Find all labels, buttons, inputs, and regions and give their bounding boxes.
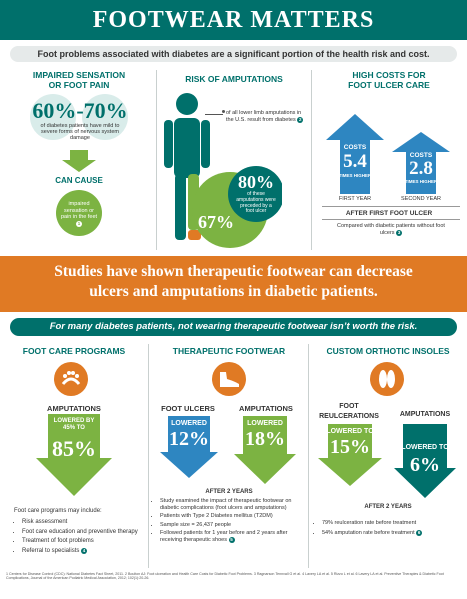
- programs-value: 85%: [52, 436, 96, 461]
- reulcer-value: 15%: [330, 436, 370, 458]
- after-first-ulcer-label: AFTER FIRST FOOT ULCER: [345, 210, 433, 217]
- amputations-value: 18%: [245, 428, 285, 450]
- page-title: FOOTWEAR MATTERS: [0, 0, 467, 40]
- programs-heading: FOOT CARE PROGRAMS: [22, 346, 126, 356]
- divider: [322, 219, 460, 220]
- orange-banner-text: Studies have shown therapeutic footwear …: [54, 263, 413, 300]
- programs-amputations-label: AMPUTATIONS: [47, 404, 101, 413]
- can-cause-label: CAN CAUSE: [55, 176, 103, 185]
- pie-big-value: 80%: [238, 172, 274, 192]
- footwear-heading: THERAPEUTIC FOOTWEAR: [172, 346, 286, 356]
- reulcer-down-arrow: LOWERED TO 15%: [318, 424, 382, 486]
- footwear-after-label: AFTER 2 YEARS: [205, 489, 253, 495]
- cost-arrow-first-year: COSTS 5.4 TIMES HIGHER: [326, 114, 384, 194]
- programs-intro: Foot care programs may include:: [14, 508, 102, 514]
- insoles-amputation-down-arrow: LOWERED TO 6%: [394, 424, 456, 498]
- insoles-amputations-value: 6%: [410, 454, 440, 476]
- shoe-icon: [212, 362, 246, 396]
- insoles-after-label: AFTER 2 YEARS: [364, 504, 412, 510]
- pct-low: 60%: [32, 98, 77, 123]
- ulcers-value: 12%: [169, 428, 209, 450]
- col2-heading: RISK OF AMPUTATIONS: [185, 74, 283, 84]
- stat-circle-group: 60%-70% of diabetes patients have mild t…: [30, 94, 130, 141]
- amputation-pie-chart: 67% 80% of these amputations were preced…: [190, 160, 284, 252]
- result-circle: impaired sensation or pain in the feet 1: [56, 190, 102, 236]
- foot-hands-icon: [54, 362, 88, 396]
- nerve-damage-desc: of diabetes patients have mild to severe…: [40, 123, 120, 141]
- pie-small-desc: of all lower limb amputations in the U.S…: [226, 110, 304, 123]
- second-year-label: SECOND YEAR: [401, 196, 441, 202]
- pointer-dot: [222, 110, 225, 113]
- reulcer-label: FOOT REULCERATIONS: [319, 403, 379, 420]
- intro-banner: Foot problems associated with diabetes a…: [10, 46, 457, 62]
- pie-small-value: 67%: [198, 212, 234, 232]
- compared-text: Compared with diabetic patients without …: [337, 223, 445, 236]
- divider: [322, 206, 460, 207]
- insoles-list: 79% reulceration rate before treatment 5…: [322, 520, 462, 539]
- second-year-value: 2.8: [409, 158, 433, 179]
- amputations-down-arrow: LOWERED 18%: [234, 416, 296, 484]
- pct-high: 70%: [83, 98, 128, 123]
- col1-heading: IMPAIRED SENSATION OR FOOT PAIN: [32, 70, 126, 90]
- col3-heading: HIGH COSTS FOR FOOT ULCER CARE: [348, 70, 430, 90]
- risk-banner: For many diabetes patients, not wearing …: [10, 318, 457, 336]
- down-arrow-icon: [62, 150, 96, 172]
- insoles-icon: [370, 362, 404, 396]
- insoles-amputations-label: AMPUTATIONS: [399, 411, 451, 418]
- programs-list: Risk assessment Foot care education and …: [22, 519, 146, 557]
- first-year-label: FIRST YEAR: [338, 196, 372, 202]
- divider: [148, 344, 149, 568]
- footwear-amputations-label: AMPUTATIONS: [239, 404, 293, 413]
- pie-big-desc: of these amputations were preceded by a …: [236, 191, 276, 215]
- first-year-value: 5.4: [343, 151, 367, 172]
- footwear-ulcers-label: FOOT ULCERS: [161, 404, 215, 413]
- cost-arrow-second-year: COSTS 2.8 TIMES HIGHER: [392, 132, 450, 194]
- footwear-study-list: Study examined the impact of therapeutic…: [160, 498, 304, 545]
- divider: [308, 344, 309, 568]
- footnote: 1 Centers for Disease Control (CDC): Nat…: [6, 572, 444, 581]
- pointer-line: [205, 114, 223, 115]
- divider: [311, 70, 312, 250]
- programs-down-arrow: LOWERED BY 45% TO 85%: [36, 414, 112, 496]
- insoles-heading: CUSTOM ORTHOTIC INSOLES: [326, 346, 450, 356]
- divider: [156, 70, 157, 250]
- ulcers-down-arrow: LOWERED 12%: [160, 416, 218, 478]
- orange-banner: [0, 256, 467, 312]
